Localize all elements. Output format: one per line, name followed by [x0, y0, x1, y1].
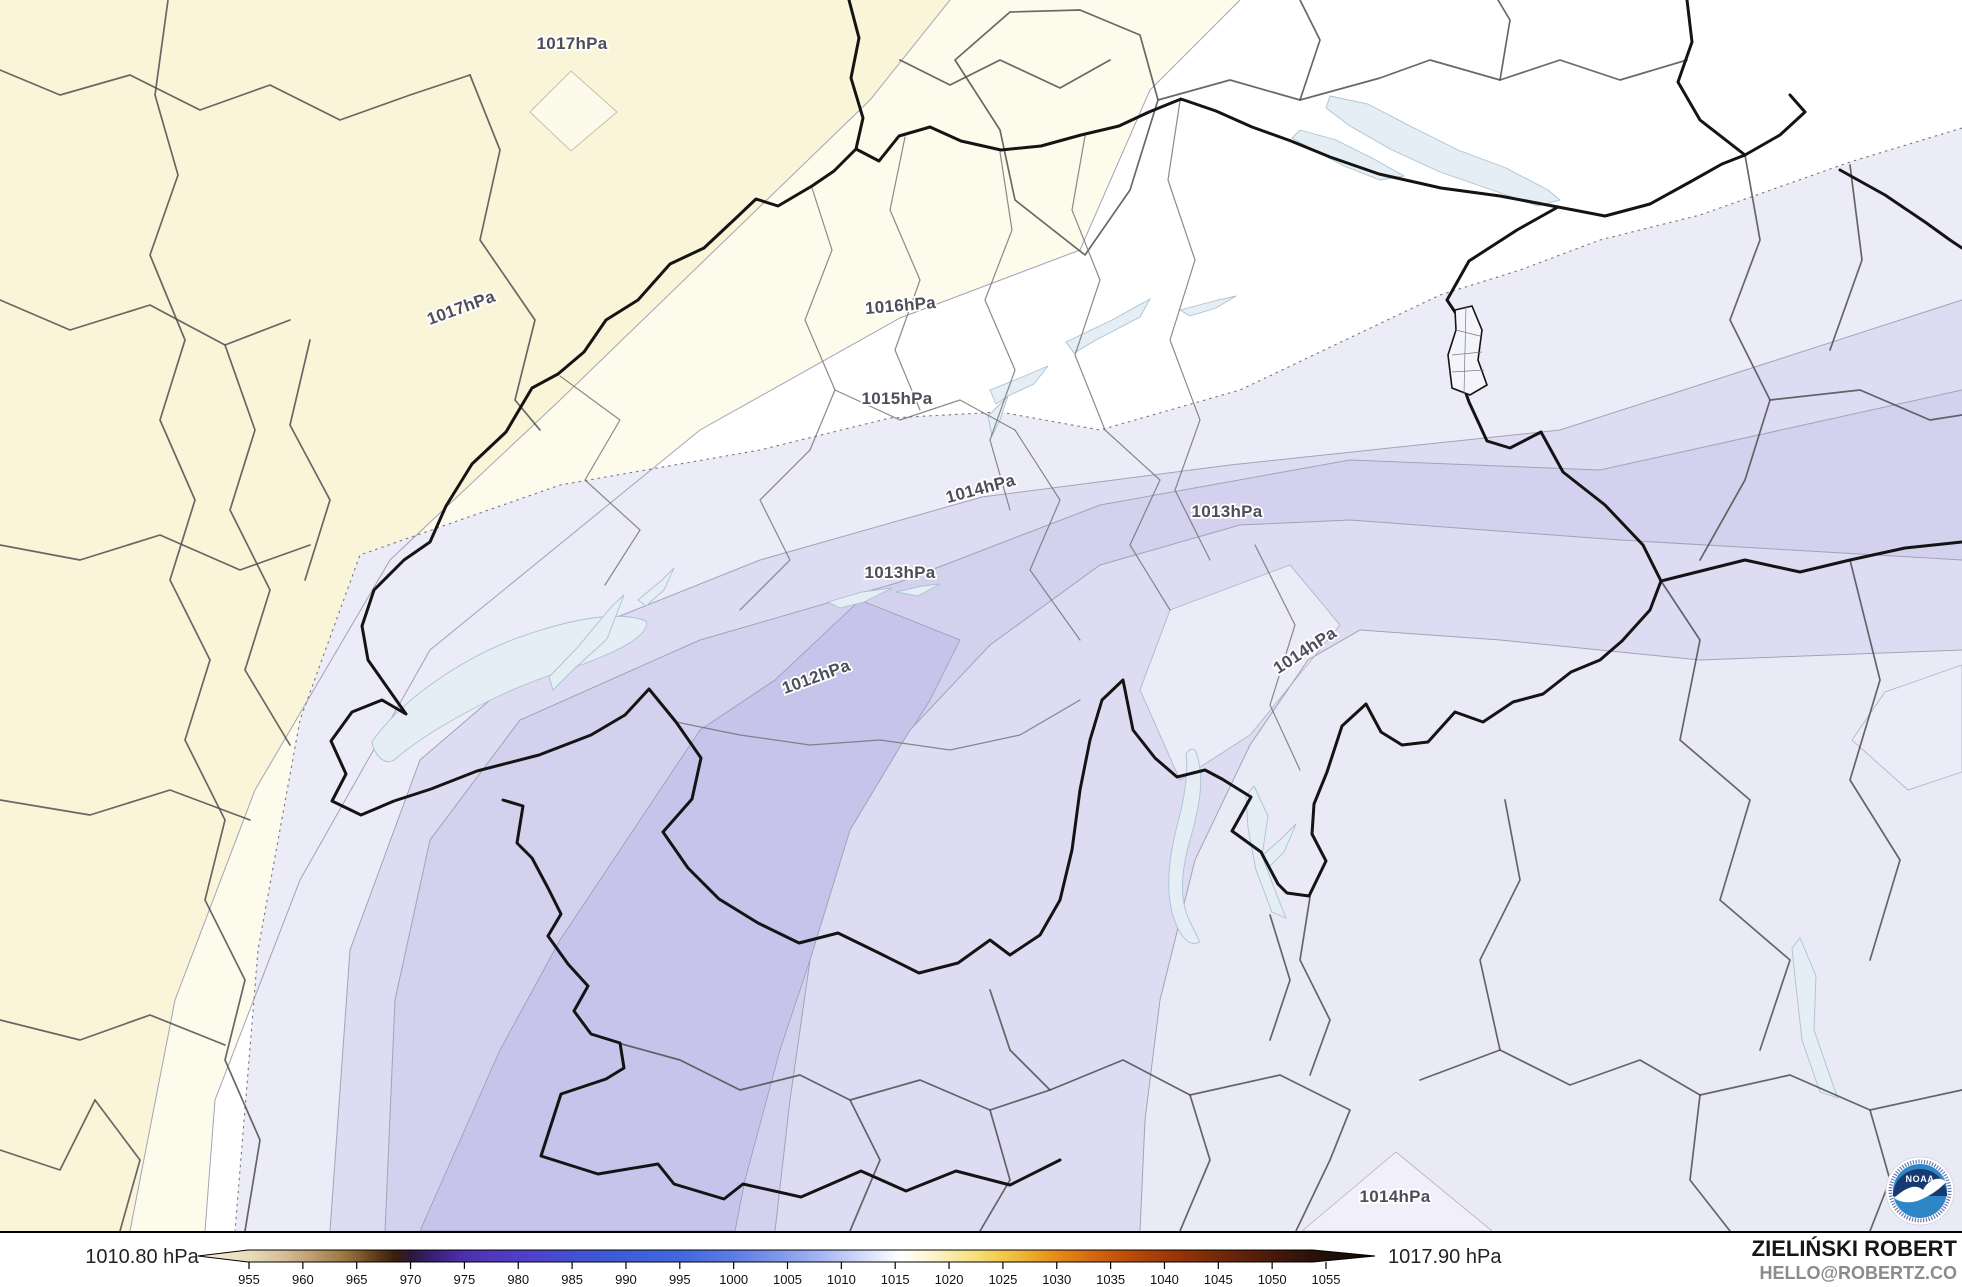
lakes	[371, 95, 1839, 1099]
colorbar-tick-label: 1000	[719, 1272, 748, 1287]
attribution-email: HELLO@ROBERTZ.CO	[1759, 1263, 1957, 1283]
colorbar-tick-label: 1020	[935, 1272, 964, 1287]
attribution-name: ZIELIŃSKI ROBERT	[1752, 1236, 1958, 1261]
colorbar-tick-label: 1005	[773, 1272, 802, 1287]
colorbar-tick-label: 1035	[1096, 1272, 1125, 1287]
lake-maggiore	[1168, 748, 1202, 944]
legend-footer: 1010.80 hPa 955 960 965 970 975 980 985 990 995 1…	[0, 1231, 1962, 1287]
lake-zurich	[1065, 297, 1152, 354]
noaa-logo: NOAA	[1885, 1156, 1955, 1226]
colorbar-tick-label: 1050	[1258, 1272, 1287, 1287]
map-area: 1017hPa 1017hPa 1016hPa 1015hPa 1014hPa 1013h…	[0, 0, 1962, 1231]
region-borders	[0, 0, 1962, 1231]
colorbar-tick-label: 960	[292, 1272, 314, 1287]
colorbar-svg: 1010.80 hPa 955 960 965 970 975 980 985 990 995 1…	[85, 1236, 1958, 1287]
lake-constance	[1325, 95, 1561, 207]
colorbar-tick-label: 965	[346, 1272, 368, 1287]
noaa-logo-text: NOAA	[1906, 1174, 1935, 1184]
colorbar-tick-label: 1010	[827, 1272, 856, 1287]
liechtenstein	[1447, 305, 1488, 396]
isobar-label: 1015hPa	[861, 389, 932, 408]
isobar-label: 1013hPa	[1191, 502, 1262, 521]
isobar-label: 1013hPa	[864, 563, 935, 582]
country-borders	[329, 0, 1962, 1201]
colorbar-ticks: 955 960 965 970 975 980 985 990 995 1000 1005 1010 1…	[238, 1262, 1340, 1287]
colorbar-tick-label: 1015	[881, 1272, 910, 1287]
colorbar-tick-label: 995	[669, 1272, 691, 1287]
colorbar-tick-label: 1025	[988, 1272, 1017, 1287]
france-italy-border	[501, 798, 1062, 1201]
dotted-isobar-1015	[234, 127, 1962, 1231]
colorbar-tick-label: 1040	[1150, 1272, 1179, 1287]
isobar-contours	[129, 0, 1962, 1231]
colorbar-tick-label: 1045	[1204, 1272, 1233, 1287]
lake-garda	[1791, 937, 1839, 1099]
lake-neuchatel	[548, 594, 625, 691]
colorbar-tick-label: 1030	[1042, 1272, 1071, 1287]
colorbar-min-value: 1010.80 hPa	[85, 1246, 199, 1268]
colorbar-tick-label: 955	[238, 1272, 260, 1287]
switzerland-border	[329, 97, 1663, 975]
pressure-bands	[0, 0, 1962, 1231]
colorbar-tick-label: 990	[615, 1272, 637, 1287]
colorbar-tick-label: 970	[400, 1272, 422, 1287]
colorbar-tick-label: 980	[507, 1272, 529, 1287]
colorbar-tick-label: 1055	[1312, 1272, 1341, 1287]
colorbar-max-value: 1017.90 hPa	[1388, 1246, 1502, 1268]
colorbar	[197, 1249, 1376, 1263]
canton-borders	[559, 100, 1301, 771]
colorbar-tick-label: 985	[561, 1272, 583, 1287]
colorbar-tick-label: 975	[454, 1272, 476, 1287]
isobar-label: 1017hPa	[536, 34, 607, 53]
isobar-label: 1014hPa	[1359, 1187, 1430, 1206]
